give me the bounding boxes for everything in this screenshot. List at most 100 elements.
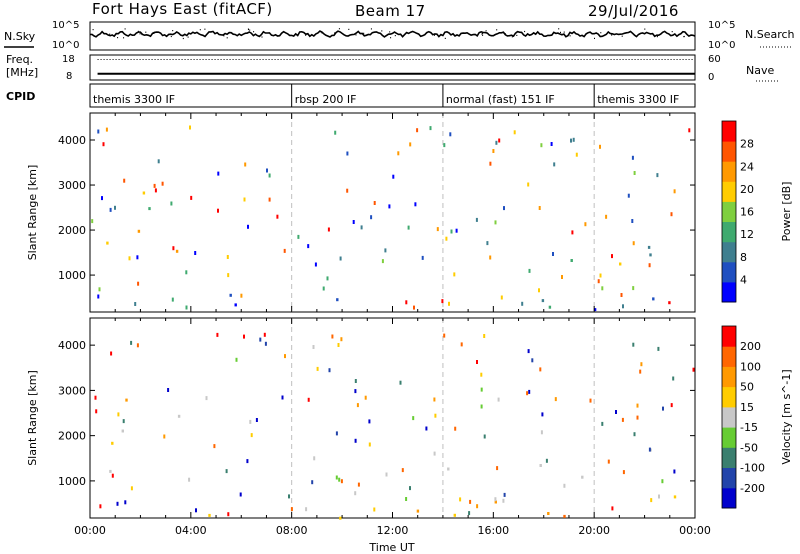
data-cell: [597, 279, 600, 284]
data-cell: [401, 468, 404, 473]
nsearch-point: [139, 33, 141, 35]
data-cell: [661, 479, 664, 484]
data-cell: [111, 441, 114, 445]
data-cell: [416, 509, 420, 513]
data-cell: [498, 138, 501, 143]
data-cell: [547, 512, 550, 515]
nave-label: Nave: [746, 64, 774, 77]
noise-left-tick-top: 10^5: [52, 20, 79, 31]
y-tick-label: 4000: [58, 339, 86, 352]
data-cell: [650, 498, 653, 503]
data-cell: [521, 301, 524, 306]
data-cell: [91, 219, 94, 224]
data-cell: [553, 162, 556, 167]
y-axis-title: Slant Range [km]: [26, 370, 39, 466]
nsearch-point: [394, 35, 396, 37]
data-cell: [157, 159, 160, 164]
data-cell: [692, 367, 695, 372]
nsearch-point: [498, 32, 499, 34]
data-cell: [407, 225, 410, 230]
data-cell: [611, 506, 614, 511]
date-title: 29/Jul/2016: [588, 2, 679, 20]
colorbar-band: [722, 427, 736, 448]
data-cell: [657, 346, 660, 351]
nsearch-point: [261, 36, 263, 38]
colorbar-band: [722, 241, 736, 263]
data-cell: [227, 512, 230, 517]
data-cell: [208, 513, 211, 517]
data-cell: [314, 262, 317, 267]
data-cell: [334, 130, 337, 135]
data-cell: [433, 397, 436, 402]
nsky-label: N.Sky: [4, 30, 36, 43]
data-cell: [189, 125, 191, 130]
data-cell: [632, 241, 635, 246]
x-tick-label: 00:00: [679, 524, 711, 537]
data-cell: [494, 497, 497, 502]
data-cell: [337, 343, 340, 347]
data-cell: [364, 395, 367, 400]
data-cell: [673, 495, 677, 499]
data-cell: [648, 263, 651, 268]
data-cell: [636, 403, 639, 408]
beam-title: Beam 17: [355, 2, 426, 20]
data-cell: [276, 214, 279, 219]
data-cell: [235, 357, 238, 362]
y-tick-label: 2000: [58, 430, 86, 443]
data-cell: [266, 168, 268, 173]
data-cell: [538, 206, 541, 210]
data-cell: [480, 372, 483, 377]
nsearch-point: [223, 35, 225, 37]
x-tick-label: 16:00: [477, 524, 509, 537]
data-cell: [249, 419, 252, 424]
data-cell: [234, 303, 237, 307]
data-cell: [639, 369, 642, 374]
data-cell: [130, 486, 133, 491]
data-cell: [548, 305, 552, 309]
data-cell: [142, 191, 146, 195]
data-cell: [421, 255, 424, 260]
velocity-panel: 1000 2000 3000 4000 00:00 04:00 08:00 12:00 16:0…: [26, 317, 793, 537]
nsearch-label: N.Search: [745, 28, 795, 41]
nsearch-point: [248, 28, 249, 31]
nsearch-point: [594, 37, 595, 39]
data-cell: [290, 507, 293, 512]
data-cell: [385, 472, 388, 477]
nsearch-point: [563, 31, 565, 33]
data-cell: [571, 230, 574, 235]
data-cell: [340, 479, 343, 484]
data-cell: [213, 444, 216, 449]
data-cell: [339, 256, 342, 261]
data-cell: [615, 410, 617, 414]
data-cell: [243, 197, 246, 202]
data-cell: [503, 492, 506, 497]
data-cell: [545, 458, 548, 463]
data-cell: [284, 354, 286, 359]
data-cell: [449, 132, 452, 137]
data-cell: [225, 469, 228, 474]
data-cell: [575, 152, 578, 157]
data-cell: [620, 293, 623, 297]
data-cell: [246, 459, 249, 464]
data-cell: [443, 333, 446, 338]
cpid-segment-label: normal (fast) 151 IF: [446, 93, 555, 106]
data-cell: [673, 469, 676, 474]
data-cell: [338, 477, 341, 482]
data-cell: [652, 297, 655, 301]
data-cell: [134, 302, 137, 306]
data-cell: [475, 217, 478, 222]
x-tick-label: 04:00: [175, 524, 207, 537]
freq-left-tick-top: 18: [62, 54, 75, 65]
data-cell: [500, 295, 503, 300]
data-cell: [503, 206, 505, 211]
data-cell: [459, 497, 462, 502]
data-cell: [111, 473, 114, 478]
data-cell: [281, 395, 284, 400]
data-cell: [436, 227, 439, 232]
data-cell: [354, 491, 357, 496]
data-cell: [109, 469, 112, 473]
data-cell: [455, 228, 458, 233]
nsearch-point: [370, 28, 372, 30]
power-panel: 1000 2000 3000 4000 Slant Range [km] 28 24 20 16…: [26, 112, 793, 313]
data-cell: [572, 137, 575, 142]
